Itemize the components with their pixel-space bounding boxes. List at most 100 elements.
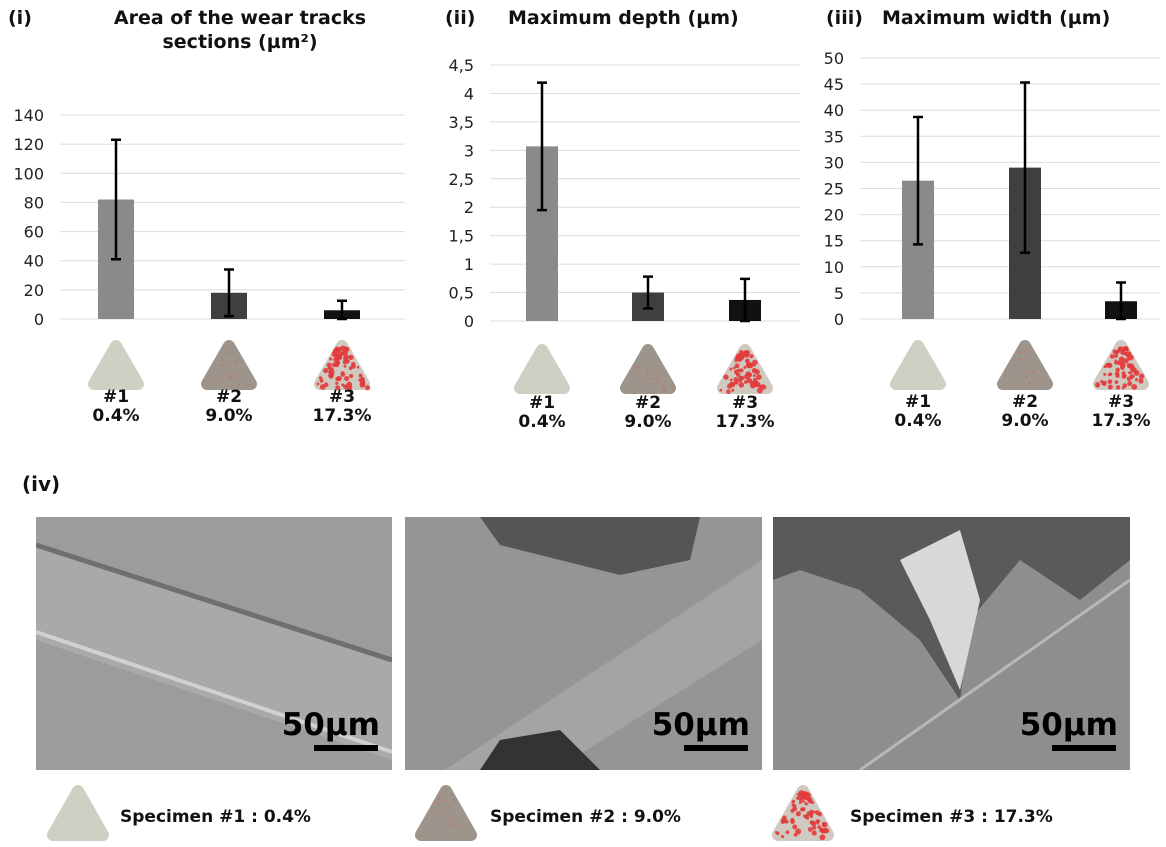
specimen-dot: [1100, 379, 1104, 384]
x-tick-label: #3: [1108, 392, 1134, 412]
specimen-dot: [735, 355, 742, 362]
specimen-dot: [795, 828, 802, 835]
scale-bar-label: 50µm: [282, 707, 380, 743]
error-bar: [537, 81, 547, 212]
specimen-dot: [1106, 362, 1111, 367]
chart-title: Maximum width (µm): [882, 7, 1111, 29]
x-tick-sublabel: 9.0%: [1001, 411, 1048, 431]
specimen-dot: [780, 820, 785, 824]
specimen-dot: [1024, 376, 1027, 379]
specimen-dot: [359, 382, 366, 388]
specimen-dot: [734, 380, 739, 385]
specimen-dot: [335, 352, 342, 359]
chart-title: Maximum depth (µm): [508, 7, 739, 29]
specimen-dot: [1117, 348, 1120, 352]
specimen-icon: [314, 340, 370, 390]
y-tick-label: 50: [824, 49, 844, 68]
specimen-dot: [244, 376, 247, 379]
specimen-dot: [449, 804, 451, 807]
specimen-dot: [335, 360, 340, 364]
specimen-dot: [1026, 376, 1028, 378]
specimen-dot: [1033, 372, 1036, 374]
specimen-dot: [329, 357, 333, 361]
specimen-dot: [334, 346, 341, 353]
specimen-dot: [646, 370, 649, 373]
specimen-dot: [454, 800, 457, 803]
specimen-dot: [249, 383, 252, 386]
specimen-dot: [740, 352, 744, 356]
specimen-dot: [657, 379, 660, 382]
specimen-dot: [418, 835, 421, 838]
specimen-dot: [1107, 372, 1112, 377]
specimen-dot: [364, 385, 371, 391]
specimen-dot: [423, 836, 426, 839]
specimen-dot: [790, 808, 795, 813]
specimen-dot: [802, 800, 805, 803]
specimen-dot: [1135, 377, 1139, 381]
specimen-dot: [1125, 357, 1130, 363]
specimen-dot: [437, 803, 440, 806]
specimen-dot: [1107, 362, 1113, 369]
y-tick-label: 100: [13, 164, 44, 183]
specimen-dot: [344, 355, 350, 360]
specimen-dot: [455, 823, 458, 825]
specimen-dot: [1138, 373, 1145, 379]
specimen-dot: [743, 350, 749, 356]
specimen-dot: [998, 386, 1000, 389]
specimen-dot: [733, 377, 739, 383]
specimen-dot: [1114, 350, 1119, 355]
y-tick-label: 10: [824, 258, 844, 277]
specimen-dot: [1029, 351, 1031, 353]
specimen-dot: [358, 373, 363, 378]
x-tick-sublabel: 0.4%: [92, 406, 139, 426]
specimen-dot: [738, 375, 743, 380]
panel-label: (i): [8, 7, 32, 29]
bar: [632, 292, 664, 321]
specimen-dot: [452, 797, 454, 800]
specimen-dot: [738, 382, 745, 388]
specimen-dot: [358, 378, 362, 382]
specimen-dot: [340, 371, 345, 376]
specimen-dot: [1019, 351, 1022, 354]
specimen-dot: [809, 820, 815, 825]
specimen-dot: [809, 814, 814, 818]
specimen-icon: [1093, 340, 1149, 390]
specimen-dot: [795, 811, 801, 817]
specimen-dot: [1008, 374, 1010, 377]
specimen-dot: [739, 368, 744, 373]
specimen-dot: [228, 369, 231, 372]
specimen-dot: [343, 346, 350, 353]
y-tick-label: 35: [824, 127, 844, 146]
x-tick-sublabel: 9.0%: [205, 406, 252, 426]
specimen-dot: [756, 387, 763, 394]
specimen-dot: [319, 378, 324, 383]
error-bar: [1020, 81, 1030, 254]
specimen-dot: [796, 796, 800, 800]
specimen-dot: [754, 381, 761, 388]
specimen-dot: [351, 361, 356, 367]
specimen-dot: [1114, 380, 1119, 384]
specimen-dot: [335, 381, 339, 385]
x-tick-label: #2: [1012, 392, 1038, 412]
specimen-dot: [819, 827, 825, 833]
panel-label: (iii): [826, 7, 863, 29]
specimen-dot: [791, 800, 795, 804]
specimen-dot: [328, 370, 331, 374]
specimen-dot: [816, 821, 820, 825]
specimen-dot: [637, 374, 639, 377]
y-tick-label: 3,5: [449, 113, 474, 132]
specimen-dot: [221, 364, 224, 367]
specimen-dot: [758, 384, 763, 389]
specimen-dot: [752, 380, 759, 387]
specimen-dot: [726, 383, 732, 389]
specimen-dot: [1005, 374, 1007, 377]
specimen-dot: [824, 828, 830, 834]
specimen-dot: [333, 357, 339, 363]
specimen-dot: [335, 385, 341, 391]
specimen-dot: [728, 382, 734, 387]
specimen-dot: [776, 831, 780, 836]
specimen-dot: [443, 799, 446, 802]
specimen-dot: [1126, 376, 1132, 382]
specimen-dot: [803, 791, 809, 797]
